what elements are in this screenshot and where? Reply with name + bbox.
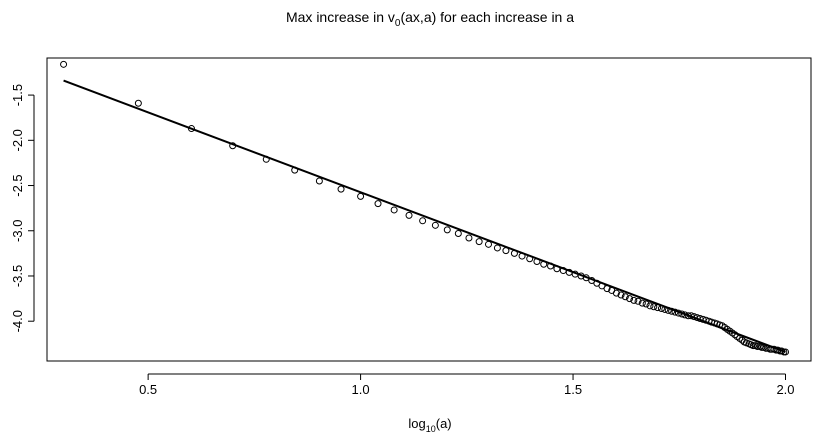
data-point: [357, 192, 365, 200]
data-point: [678, 310, 686, 318]
x-tick-label: 2.0: [776, 382, 794, 397]
chart-title-subscript: 0: [395, 18, 401, 29]
y-tick-label: -3.0: [10, 220, 25, 242]
data-point: [419, 217, 427, 225]
data-point: [657, 305, 665, 313]
data-point: [475, 238, 483, 246]
data-point: [518, 252, 526, 260]
chart-title-main: Max increase in v: [286, 9, 395, 25]
data-point: [134, 99, 142, 107]
data-point: [612, 289, 620, 297]
data-point: [634, 297, 642, 305]
x-axis: 0.5 1.0 1.5 2.0: [139, 373, 795, 397]
data-point: [510, 249, 518, 257]
y-tick-label: -2.0: [10, 129, 25, 151]
plot-frame: [46, 57, 812, 362]
data-point: [454, 229, 462, 237]
data-point: [782, 348, 790, 356]
data-point: [484, 240, 492, 248]
data-point: [603, 285, 611, 293]
data-point: [664, 306, 672, 314]
chart-title: Max increase in v0(ax,a) for each increa…: [286, 9, 574, 29]
svg-text:Max increase in v0(ax,a) for e: Max increase in v0(ax,a) for each increa…: [286, 9, 574, 29]
data-point: [374, 200, 382, 208]
x-axis-label: log10(a): [408, 416, 451, 434]
data-point: [533, 258, 541, 266]
data-point: [337, 185, 345, 193]
data-point: [390, 206, 398, 214]
data-point: [431, 221, 439, 229]
y-tick-label: -1.5: [10, 84, 25, 106]
x-tick-label: 0.5: [139, 382, 157, 397]
x-tick-label: 1.5: [564, 382, 582, 397]
data-point: [661, 305, 669, 313]
data-point: [262, 155, 270, 163]
x-axis-label-subscript: 10: [426, 424, 436, 434]
x-axis-label-main: log: [408, 416, 425, 431]
data-point: [493, 244, 501, 252]
y-tick-label: -4.0: [10, 310, 25, 332]
data-point: [654, 304, 662, 312]
data-point: [405, 211, 413, 219]
data-point: [621, 293, 629, 301]
data-point: [553, 265, 561, 273]
data-point: [465, 234, 473, 242]
data-point: [650, 303, 658, 311]
data-point: [229, 142, 237, 150]
fit-line: [63, 79, 786, 353]
data-point: [749, 342, 757, 350]
data-point: [617, 291, 625, 299]
data-point: [582, 274, 590, 282]
x-tick-label: 1.0: [352, 382, 370, 397]
data-point: [547, 262, 555, 270]
data-point: [671, 308, 679, 316]
data-point: [642, 300, 650, 308]
data-point: [443, 226, 451, 234]
data-point: [630, 296, 638, 304]
y-tick-label: -3.5: [10, 265, 25, 287]
data-point: [668, 307, 676, 315]
data-point: [526, 255, 534, 263]
data-point: [638, 299, 646, 307]
fit-line-series: [63, 79, 786, 353]
data-point: [315, 177, 323, 185]
y-tick-label: -2.5: [10, 174, 25, 196]
points-series: [60, 60, 790, 356]
data-point: [646, 302, 654, 310]
data-point: [540, 260, 548, 268]
data-point: [626, 295, 634, 303]
data-point: [187, 125, 195, 133]
data-point: [502, 247, 510, 255]
data-point: [731, 331, 739, 339]
chart-title-rest: (ax,a) for each increase in a: [400, 9, 574, 25]
y-axis: -1.5 -2.0 -2.5 -3.0 -3.5 -4.0: [10, 84, 35, 332]
data-point: [291, 166, 299, 174]
x-axis-label-rest: (a): [436, 416, 452, 431]
data-point: [60, 60, 68, 68]
data-point: [674, 309, 682, 317]
